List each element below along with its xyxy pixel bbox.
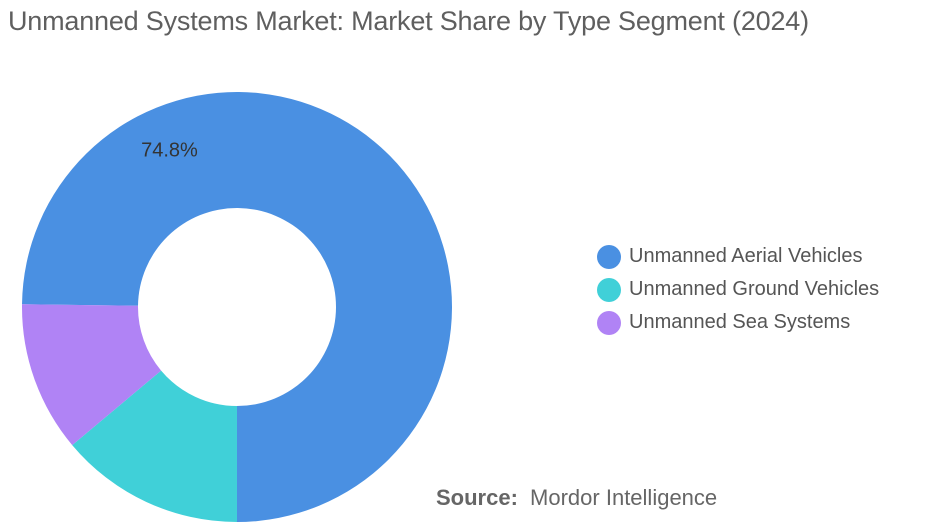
- legend-label-3: Unmanned Sea Systems: [629, 311, 851, 333]
- legend-item-3: Unmanned Sea Systems: [597, 306, 879, 339]
- data-label-1: 74.8%: [141, 139, 198, 161]
- source-label: Source:: [436, 485, 518, 510]
- chart-title: Unmanned Systems Market: Market Share by…: [8, 6, 809, 36]
- legend-label-1: Unmanned Aerial Vehicles: [629, 245, 863, 267]
- source-note: Source: Mordor Intelligence: [436, 485, 717, 511]
- legend-swatch-2: [597, 277, 621, 302]
- legend-item-2: Unmanned Ground Vehicles: [597, 273, 879, 306]
- legend-swatch-3: [597, 310, 621, 335]
- legend-swatch-1: [597, 244, 621, 269]
- legend: Unmanned Aerial Vehicles Unmanned Ground …: [597, 240, 879, 339]
- donut-slice-3: [22, 304, 162, 446]
- source-text: Mordor Intelligence: [530, 485, 718, 510]
- donut-slice-1: [22, 92, 453, 522]
- legend-label-2: Unmanned Ground Vehicles: [629, 278, 880, 300]
- legend-item-1: Unmanned Aerial Vehicles: [597, 240, 879, 273]
- donut-slice-2: [72, 370, 237, 522]
